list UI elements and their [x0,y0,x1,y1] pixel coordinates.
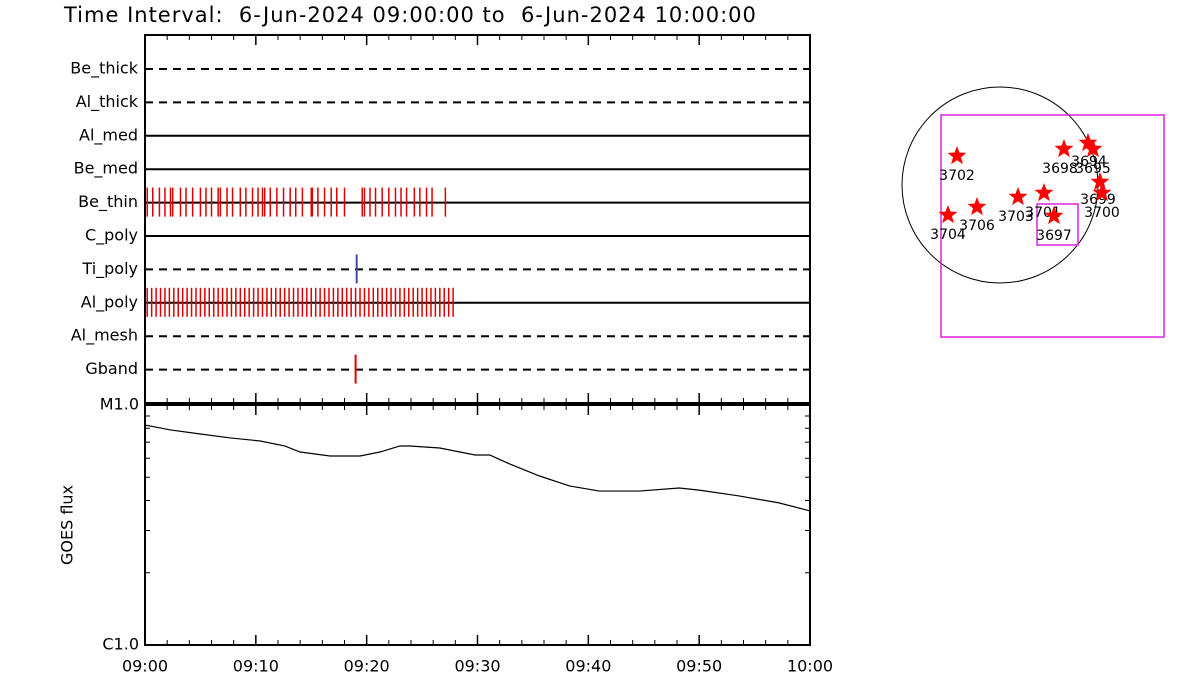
goes-curve [144,424,811,512]
x-tick-label: 09:00 [122,657,168,676]
region-label: 3700 [1084,205,1120,221]
row-label: Al_mesh [71,326,138,346]
region-star [967,197,987,216]
region-label: 3698 [1042,161,1078,177]
region-star [1034,183,1054,202]
row-label: Be_thin [78,192,138,212]
region-star [1083,139,1103,158]
row-label: Al_poly [81,292,138,312]
x-tick-label: 09:30 [454,657,500,676]
x-tick-label: 10:00 [787,657,833,676]
region-label: 3704 [930,227,966,243]
title: Time Interval: 6-Jun-2024 09:00:00 to 6-… [63,3,757,27]
row-label: C_poly [85,226,138,246]
region-label: 3706 [959,218,995,234]
region-star [1008,187,1028,206]
region-label: 3694 [1071,154,1107,170]
row-label: Al_thick [76,92,139,112]
region-star [1090,172,1110,191]
region-label: 3702 [939,168,975,184]
x-tick-label: 09:40 [565,657,611,676]
y-tick-label: C1.0 [102,635,139,654]
region-label: 3699 [1080,192,1116,208]
region-star [1054,139,1074,158]
region-star [938,205,958,224]
row-label: Gband [85,359,138,378]
region-label: 3695 [1075,161,1111,177]
region-star [1092,183,1112,202]
region-star [1078,133,1098,152]
region-star [1044,206,1064,225]
row-label: Ti_poly [81,259,138,279]
region-label: 3703 [998,209,1034,225]
row-label: Be_thick [70,59,138,79]
y-tick-label: M1.0 [100,395,139,414]
fov-box [940,114,1165,338]
row-label: Al_med [79,125,138,145]
region-star [947,146,967,165]
x-tick-label: 09:10 [233,657,279,676]
sun-map: 3702370437063703370136973698369436953699… [901,86,1165,338]
x-tick-label: 09:50 [676,657,722,676]
row-label: Be_med [74,159,138,179]
y-axis-label: GOES flux [58,485,77,565]
x-tick-label: 09:20 [344,657,390,676]
region-label: 3697 [1036,228,1072,244]
target-box [1036,203,1079,246]
